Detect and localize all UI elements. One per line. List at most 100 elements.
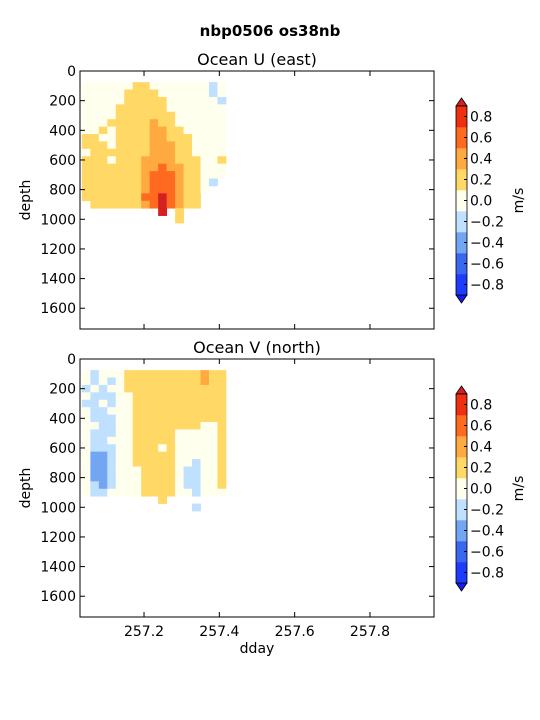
- heatmap-cell: [208, 473, 218, 482]
- heatmap-cell: [175, 178, 184, 187]
- heatmap-cell: [158, 82, 168, 90]
- y-tick-label: 200: [49, 94, 76, 110]
- heatmap-cell: [81, 459, 91, 467]
- heatmap-cell: [200, 473, 210, 482]
- heatmap-cell: [90, 200, 100, 209]
- heatmap-cell: [158, 119, 168, 127]
- heatmap-cell: [208, 384, 218, 393]
- colorbar-units-label: m/s: [511, 188, 527, 214]
- heatmap-cell: [208, 156, 218, 165]
- heatmap-cell: [90, 481, 100, 490]
- heatmap-cell: [200, 422, 210, 430]
- heatmap-cell: [115, 444, 125, 453]
- heatmap-cell: [217, 414, 227, 423]
- heatmap-cell: [217, 466, 227, 475]
- heatmap-cell: [166, 444, 176, 453]
- heatmap-cell: [115, 414, 125, 423]
- colorbar-segment: [456, 190, 467, 212]
- heatmap-cell: [183, 134, 193, 142]
- heatmap-cell: [107, 163, 117, 172]
- heatmap-cell: [124, 126, 134, 135]
- heatmap-cell: [98, 111, 108, 120]
- heatmap-cell: [124, 466, 134, 475]
- colorbar-tick-label: −0.6: [470, 257, 504, 273]
- heatmap-cell: [192, 163, 201, 172]
- heatmap-cell: [90, 407, 100, 415]
- heatmap-cell: [192, 436, 201, 445]
- heatmap-cell: [81, 126, 91, 135]
- heatmap-cell: [158, 185, 168, 194]
- heatmap-cell: [166, 82, 176, 90]
- heatmap-cell: [200, 370, 210, 378]
- heatmap-cell: [166, 200, 176, 209]
- heatmap-cell: [183, 473, 193, 482]
- heatmap-cell: [217, 407, 227, 415]
- heatmap-cell: [132, 422, 142, 430]
- heatmap-cell: [98, 82, 108, 90]
- heatmap-cell: [107, 82, 117, 90]
- heatmap-cell: [208, 141, 218, 150]
- heatmap-cell: [141, 473, 151, 482]
- heatmap-cell: [166, 399, 176, 408]
- colorbar-tick-label: 0.8: [470, 110, 492, 126]
- heatmap-cell: [192, 444, 201, 453]
- x-tick-label: 257.6: [275, 624, 315, 640]
- heatmap-cell: [90, 414, 100, 423]
- heatmap-cell: [192, 171, 201, 179]
- heatmap-cell: [183, 193, 193, 202]
- heatmap-cell: [98, 392, 108, 401]
- heatmap-cell: [200, 399, 210, 408]
- heatmap-cell: [183, 89, 193, 98]
- heatmap-cell: [166, 141, 176, 150]
- heatmap-cell: [175, 414, 184, 423]
- heatmap-cell: [141, 481, 151, 490]
- heatmap-cell: [149, 119, 159, 127]
- heatmap-cell: [158, 178, 168, 187]
- heatmap-cell: [98, 459, 108, 467]
- heatmap-cells: [81, 370, 227, 512]
- heatmap-cell: [175, 215, 184, 224]
- heatmap-cell: [98, 171, 108, 179]
- heatmap-cell: [158, 407, 168, 415]
- heatmap-cell: [183, 422, 193, 430]
- heatmap-cell: [141, 414, 151, 423]
- heatmap-cell: [175, 111, 184, 120]
- heatmap-cell: [132, 488, 142, 497]
- heatmap-cell: [81, 156, 91, 165]
- heatmap-cell: [107, 488, 117, 497]
- heatmap-cell: [175, 134, 184, 142]
- heatmap-cell: [141, 171, 151, 179]
- heatmap-cell: [107, 193, 117, 202]
- heatmap-cell: [183, 148, 193, 157]
- heatmap-cell: [158, 200, 168, 209]
- heatmap-cell: [149, 451, 159, 460]
- heatmap-cell: [158, 436, 168, 445]
- y-tick-label: 1400: [40, 560, 76, 576]
- heatmap-cell: [183, 141, 193, 150]
- heatmap-cell: [141, 82, 151, 90]
- heatmap-cell: [115, 111, 125, 120]
- heatmap-cell: [149, 459, 159, 467]
- colorbar-tick-label: −0.8: [470, 278, 504, 294]
- heatmap-cell: [98, 473, 108, 482]
- heatmap-cell: [158, 399, 168, 408]
- heatmap-cell: [141, 148, 151, 157]
- heatmap-cell: [124, 407, 134, 415]
- y-tick-label: 1200: [40, 242, 76, 258]
- heatmap-cell: [124, 89, 134, 98]
- heatmap-cell: [192, 178, 201, 187]
- heatmap-cell: [98, 200, 108, 209]
- heatmap-cell: [200, 444, 210, 453]
- heatmap-cell: [208, 481, 218, 490]
- heatmap-cell: [124, 156, 134, 165]
- heatmap-cell: [90, 82, 100, 90]
- heatmap-cell: [98, 481, 108, 490]
- heatmap-cell: [166, 96, 176, 105]
- heatmap-cell: [158, 384, 168, 393]
- heatmap-cell: [192, 422, 201, 430]
- heatmap-cell: [115, 473, 125, 482]
- heatmap-cell: [200, 414, 210, 423]
- heatmap-cell: [98, 451, 108, 460]
- heatmap-cell: [115, 488, 125, 497]
- heatmap-cell: [192, 193, 201, 202]
